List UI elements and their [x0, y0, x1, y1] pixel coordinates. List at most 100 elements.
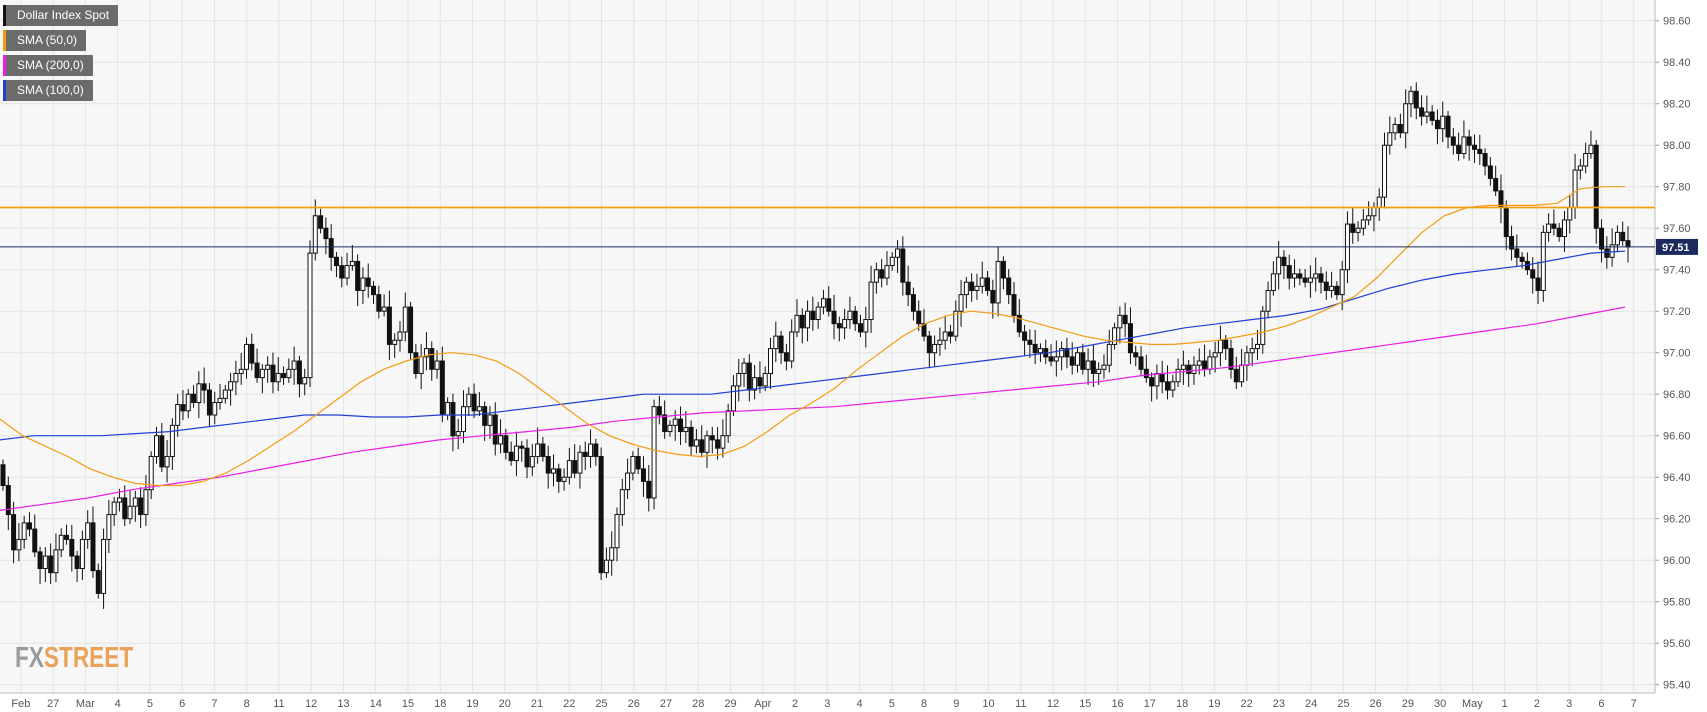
y-tick-label: 97.40 — [1663, 265, 1691, 277]
candle-body — [328, 238, 334, 258]
candle-body — [561, 476, 567, 482]
candle-body — [820, 298, 826, 308]
candle-body — [1307, 277, 1313, 283]
candle-body — [974, 285, 980, 291]
y-tick-label: 97.60 — [1663, 223, 1691, 235]
candle-body — [1170, 381, 1176, 391]
candle-body — [519, 445, 525, 449]
candle-body — [498, 435, 504, 445]
x-tick-label: 9 — [953, 698, 959, 710]
candle-body — [492, 414, 498, 445]
candle-body — [1567, 206, 1573, 221]
x-tick-label: 16 — [1111, 698, 1123, 710]
candle-body — [175, 404, 181, 426]
candle-body — [217, 397, 223, 404]
candle-body — [1387, 132, 1393, 146]
candle-body — [1313, 273, 1319, 279]
candle-body — [286, 368, 292, 379]
x-tick-label: 5 — [889, 698, 895, 710]
legend-swatch — [3, 5, 6, 26]
candle-body — [11, 514, 17, 551]
x-tick-label: 14 — [370, 698, 382, 710]
candle-body — [1138, 356, 1144, 370]
candle-body — [307, 252, 313, 379]
sma-100-line — [0, 250, 1626, 441]
candle-body — [937, 339, 943, 345]
candle-body — [1011, 294, 1017, 316]
candle-body — [1535, 277, 1541, 291]
candle-body — [445, 402, 451, 416]
candle-body — [418, 356, 424, 374]
x-tick-label: 28 — [692, 698, 704, 710]
candle-body — [810, 310, 816, 321]
y-tick-label: 95.60 — [1663, 638, 1691, 650]
candle-body — [1509, 236, 1515, 250]
y-tick-label: 97.20 — [1663, 306, 1691, 318]
current-price-label: 97.51 — [1662, 242, 1690, 254]
candle-body — [746, 362, 752, 391]
candle-body — [640, 468, 646, 482]
candle-body — [1450, 136, 1456, 146]
candle-body — [852, 310, 858, 325]
candle-body — [1408, 90, 1414, 105]
candle-body — [1223, 339, 1229, 350]
sma-50-line — [0, 186, 1625, 487]
candle-body — [53, 549, 59, 574]
candle-body — [1244, 352, 1250, 366]
candle-body — [434, 360, 440, 370]
candle-body — [508, 451, 514, 462]
x-tick-label: May — [1462, 698, 1483, 710]
candle-body — [1090, 360, 1096, 374]
candle-body — [1487, 165, 1493, 179]
candle-body — [630, 455, 636, 474]
candle-body — [1461, 136, 1467, 155]
candle-body — [805, 310, 811, 329]
candle-body — [635, 455, 641, 470]
candle-body — [1366, 215, 1372, 221]
candle-body — [773, 335, 779, 350]
candle-body — [1588, 144, 1594, 155]
candle-body — [32, 528, 38, 553]
candle-body — [1572, 169, 1578, 208]
candle-body — [1302, 277, 1308, 283]
candle-body — [1392, 123, 1398, 134]
candle-body — [736, 372, 742, 387]
candle-body — [831, 310, 837, 325]
candle-body — [164, 455, 170, 468]
candle-body — [26, 522, 32, 530]
candle-body — [318, 215, 324, 229]
x-tick-label: 13 — [337, 698, 349, 710]
candle-body — [1604, 248, 1610, 258]
legend-label: SMA (100,0) — [17, 83, 84, 97]
candle-body — [1355, 227, 1361, 233]
candle-body — [355, 260, 361, 291]
x-tick-label: 6 — [179, 698, 185, 710]
candle-body — [757, 377, 763, 387]
candle-body — [1466, 136, 1472, 146]
candle-body — [159, 435, 165, 468]
x-tick-label: Mar — [76, 698, 95, 710]
x-tick-label: 11 — [1015, 698, 1026, 710]
x-tick-label: 7 — [1631, 698, 1637, 710]
candle-body — [249, 343, 255, 364]
x-tick-label: 30 — [1434, 698, 1446, 710]
candle-body — [699, 439, 705, 453]
candle-body — [79, 538, 85, 570]
candle-body — [1270, 273, 1276, 291]
candle-body — [672, 418, 678, 426]
x-tick-label: 15 — [402, 698, 414, 710]
candle-body — [725, 410, 731, 437]
candle-body — [577, 451, 583, 474]
legend-swatch — [3, 30, 6, 51]
candle-body — [1075, 352, 1081, 366]
candle-body — [720, 435, 726, 449]
candle-body — [259, 368, 265, 379]
candle-body — [487, 414, 493, 426]
candle-body — [1318, 273, 1324, 283]
candle-body — [333, 256, 339, 267]
candle-body — [566, 460, 572, 478]
candle-body — [847, 310, 853, 321]
x-tick-label: 22 — [563, 698, 575, 710]
x-tick-label: 3 — [824, 698, 830, 710]
x-tick-label: 2 — [792, 698, 798, 710]
